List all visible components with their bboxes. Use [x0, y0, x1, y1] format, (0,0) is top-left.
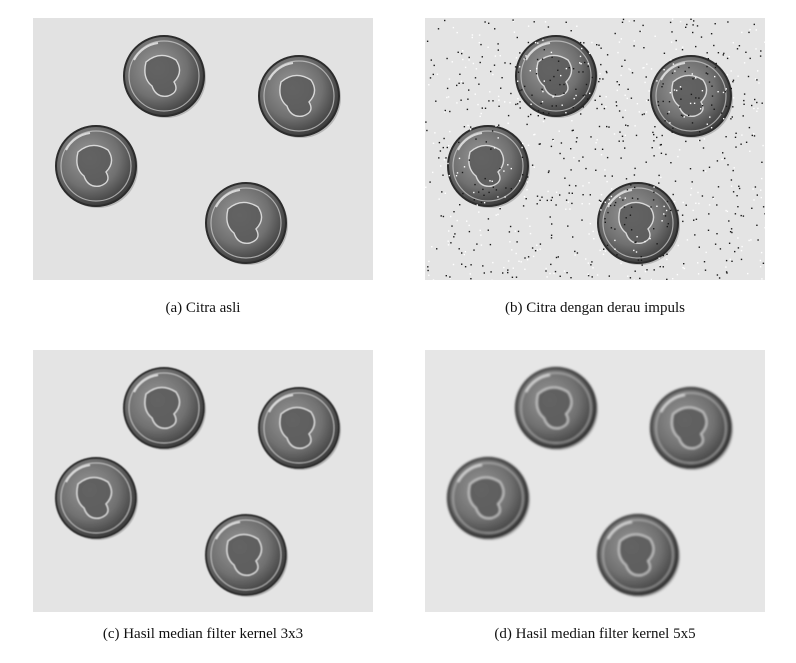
coins-image-median-3x3	[33, 350, 373, 612]
coins-photo	[425, 350, 765, 612]
coins-image-median-5x5	[425, 350, 765, 612]
caption-b: (b) Citra dengan derau impuls	[505, 300, 685, 316]
caption-a: (a) Citra asli	[165, 300, 241, 316]
coin-4	[597, 182, 680, 265]
coin-4	[597, 514, 680, 597]
coin-4	[205, 182, 288, 265]
coins-photo	[425, 18, 765, 280]
coin-2	[650, 387, 733, 470]
caption-c: (c) Hasil median filter kernel 3x3	[102, 626, 304, 642]
coin-3	[55, 457, 138, 540]
coin-1	[123, 35, 206, 118]
caption-d: (d) Hasil median filter kernel 5x5	[494, 626, 696, 642]
coin-2	[258, 55, 341, 138]
coin-1	[515, 367, 598, 450]
coin-3	[447, 457, 530, 540]
coins-photo	[33, 350, 373, 612]
impulse-noise	[425, 18, 765, 280]
coin-4	[205, 514, 288, 597]
coins-image-noisy	[425, 18, 765, 280]
coin-1	[123, 367, 206, 450]
coin-2	[258, 387, 341, 470]
coin-3	[55, 125, 138, 208]
coin-3	[447, 125, 530, 208]
coins-image-original	[33, 18, 373, 280]
coin-2	[650, 55, 733, 138]
coins-photo	[33, 18, 373, 280]
